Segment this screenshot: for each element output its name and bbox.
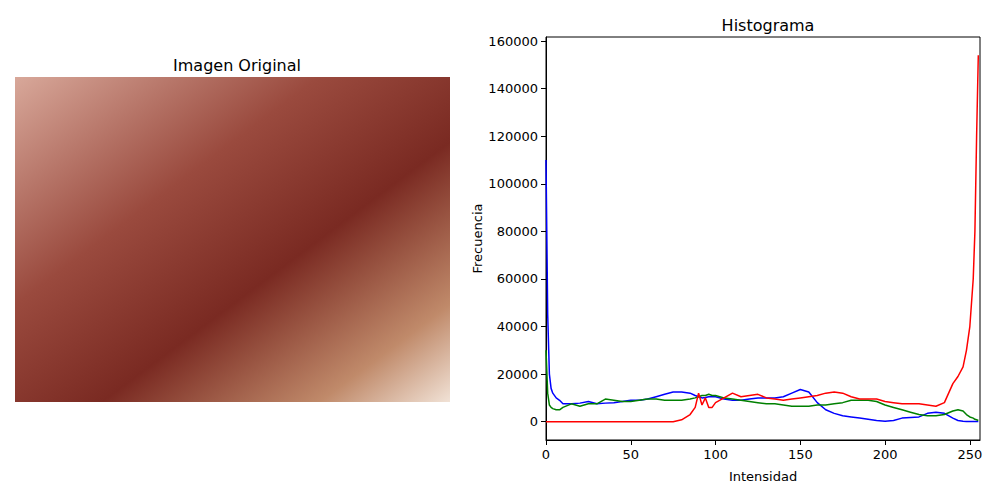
svg-text:20000: 20000 [497,367,538,382]
svg-text:150: 150 [788,447,813,462]
svg-text:100000: 100000 [488,176,538,191]
svg-text:80000: 80000 [497,224,538,239]
svg-text:Frecuencia: Frecuencia [470,204,485,274]
svg-text:250: 250 [957,447,982,462]
svg-text:0: 0 [530,414,538,429]
svg-text:100: 100 [703,447,728,462]
svg-text:Intensidad: Intensidad [729,469,797,484]
svg-text:Histograma: Histograma [722,16,815,35]
svg-text:60000: 60000 [497,271,538,286]
svg-text:120000: 120000 [488,129,538,144]
svg-text:160000: 160000 [488,34,538,49]
svg-text:0: 0 [542,447,550,462]
svg-text:Imagen Original: Imagen Original [173,56,301,75]
svg-text:40000: 40000 [497,319,538,334]
svg-text:200: 200 [873,447,898,462]
svg-text:140000: 140000 [488,81,538,96]
svg-text:50: 50 [622,447,639,462]
